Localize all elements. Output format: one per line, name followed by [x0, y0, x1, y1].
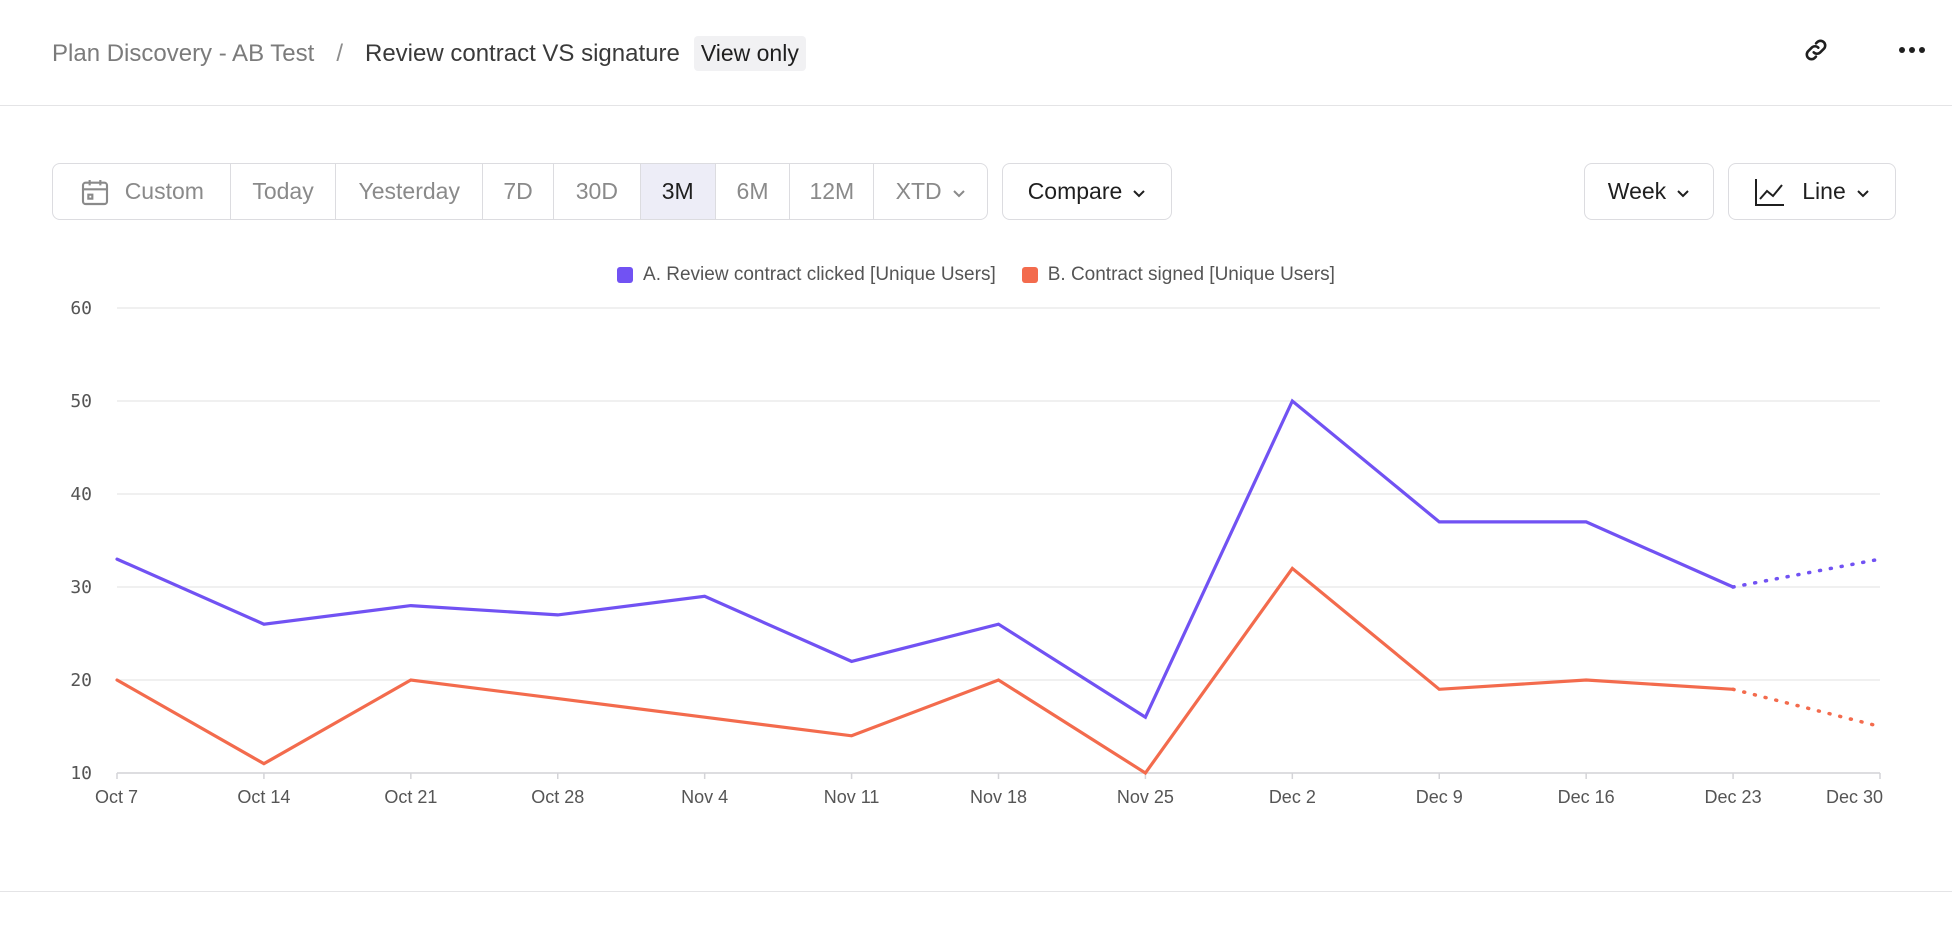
- x-tick-label: Dec 2: [1269, 787, 1316, 807]
- breadcrumb-parent-link[interactable]: Plan Discovery - AB Test: [52, 39, 315, 67]
- x-tick-label: Dec 30: [1826, 787, 1883, 807]
- chevron-down-icon: [1676, 178, 1690, 205]
- chart-type-label: Line: [1802, 178, 1846, 204]
- x-tick-label: Dec 16: [1558, 787, 1615, 807]
- legend-label-b: B. Contract signed [Unique Users]: [1047, 264, 1335, 285]
- x-tick-label: Nov 4: [681, 787, 728, 807]
- page-header: Plan Discovery - AB Test / Review contra…: [0, 0, 1952, 106]
- date-option-6m[interactable]: 6M: [716, 164, 791, 219]
- breadcrumb-separator: /: [336, 39, 343, 67]
- x-tick-label: Dec 23: [1705, 787, 1762, 807]
- series-projection-b: [1731, 687, 1882, 729]
- breadcrumb: Plan Discovery - AB Test / Review contra…: [52, 36, 806, 71]
- footer-divider: [0, 891, 1952, 892]
- date-option-7d[interactable]: 7D: [483, 164, 554, 219]
- line-chart-icon: [1754, 177, 1786, 207]
- y-tick-label: 60: [70, 298, 92, 319]
- x-tick-label: Oct 7: [95, 787, 138, 807]
- compare-label: Compare: [1027, 178, 1123, 204]
- y-tick-label: 20: [70, 670, 92, 691]
- date-option-12m[interactable]: 12M: [790, 164, 875, 219]
- date-range-selector: Custom Today Yesterday 7D 30D 3M 6M 12M …: [52, 163, 988, 220]
- y-tick-label: 30: [70, 577, 92, 598]
- legend-item-a[interactable]: A. Review contract clicked [Unique Users…: [617, 264, 996, 286]
- chart-type-dropdown[interactable]: Line: [1728, 163, 1896, 220]
- x-tick-label: Nov 18: [970, 787, 1027, 807]
- date-option-custom[interactable]: Custom: [53, 164, 231, 219]
- report-title: Review contract VS signature: [365, 39, 680, 67]
- interval-label: Week: [1607, 178, 1667, 204]
- legend-label-a: A. Review contract clicked [Unique Users…: [643, 264, 996, 285]
- date-option-yesterday[interactable]: Yesterday: [336, 164, 484, 219]
- date-option-30d[interactable]: 30D: [554, 164, 641, 219]
- date-option-xtd[interactable]: XTD: [874, 164, 987, 219]
- more-icon[interactable]: [1894, 32, 1930, 68]
- date-option-label: XTD: [895, 178, 942, 204]
- link-icon[interactable]: [1798, 32, 1834, 68]
- x-tick-label: Nov 11: [824, 787, 880, 807]
- chart-legend: A. Review contract clicked [Unique Users…: [0, 264, 1952, 286]
- date-option-label: Custom: [124, 178, 204, 204]
- legend-swatch-a: [617, 267, 634, 283]
- series-line-b: [115, 566, 1735, 776]
- y-tick-label: 10: [70, 763, 92, 784]
- legend-item-b[interactable]: B. Contract signed [Unique Users]: [1021, 264, 1335, 286]
- chevron-down-icon: [952, 178, 966, 205]
- chevron-down-icon: [1132, 178, 1146, 205]
- x-tick-label: Oct 21: [384, 787, 437, 807]
- series-line-a: [115, 398, 1735, 720]
- calendar-icon: [79, 176, 111, 208]
- legend-swatch-b: [1021, 267, 1038, 283]
- chevron-down-icon: [1856, 178, 1870, 205]
- x-tick-label: Nov 25: [1117, 787, 1174, 807]
- x-tick-label: Oct 28: [531, 787, 584, 807]
- y-tick-label: 40: [70, 484, 92, 505]
- compare-button[interactable]: Compare: [1002, 163, 1172, 220]
- interval-dropdown[interactable]: Week: [1584, 163, 1714, 220]
- x-tick-label: Oct 14: [237, 787, 290, 807]
- view-only-badge: View only: [693, 36, 806, 71]
- x-tick-label: Dec 9: [1416, 787, 1463, 807]
- y-tick-label: 50: [70, 391, 92, 412]
- series-projection-a: [1731, 557, 1882, 589]
- line-chart: 10 20 30 40 50 60 Oct 7 Oct 14 Oct 21 Oct 28 Nov 4…: [70, 298, 1883, 807]
- date-option-3m[interactable]: 3M: [640, 164, 716, 219]
- date-option-today[interactable]: Today: [231, 164, 337, 219]
